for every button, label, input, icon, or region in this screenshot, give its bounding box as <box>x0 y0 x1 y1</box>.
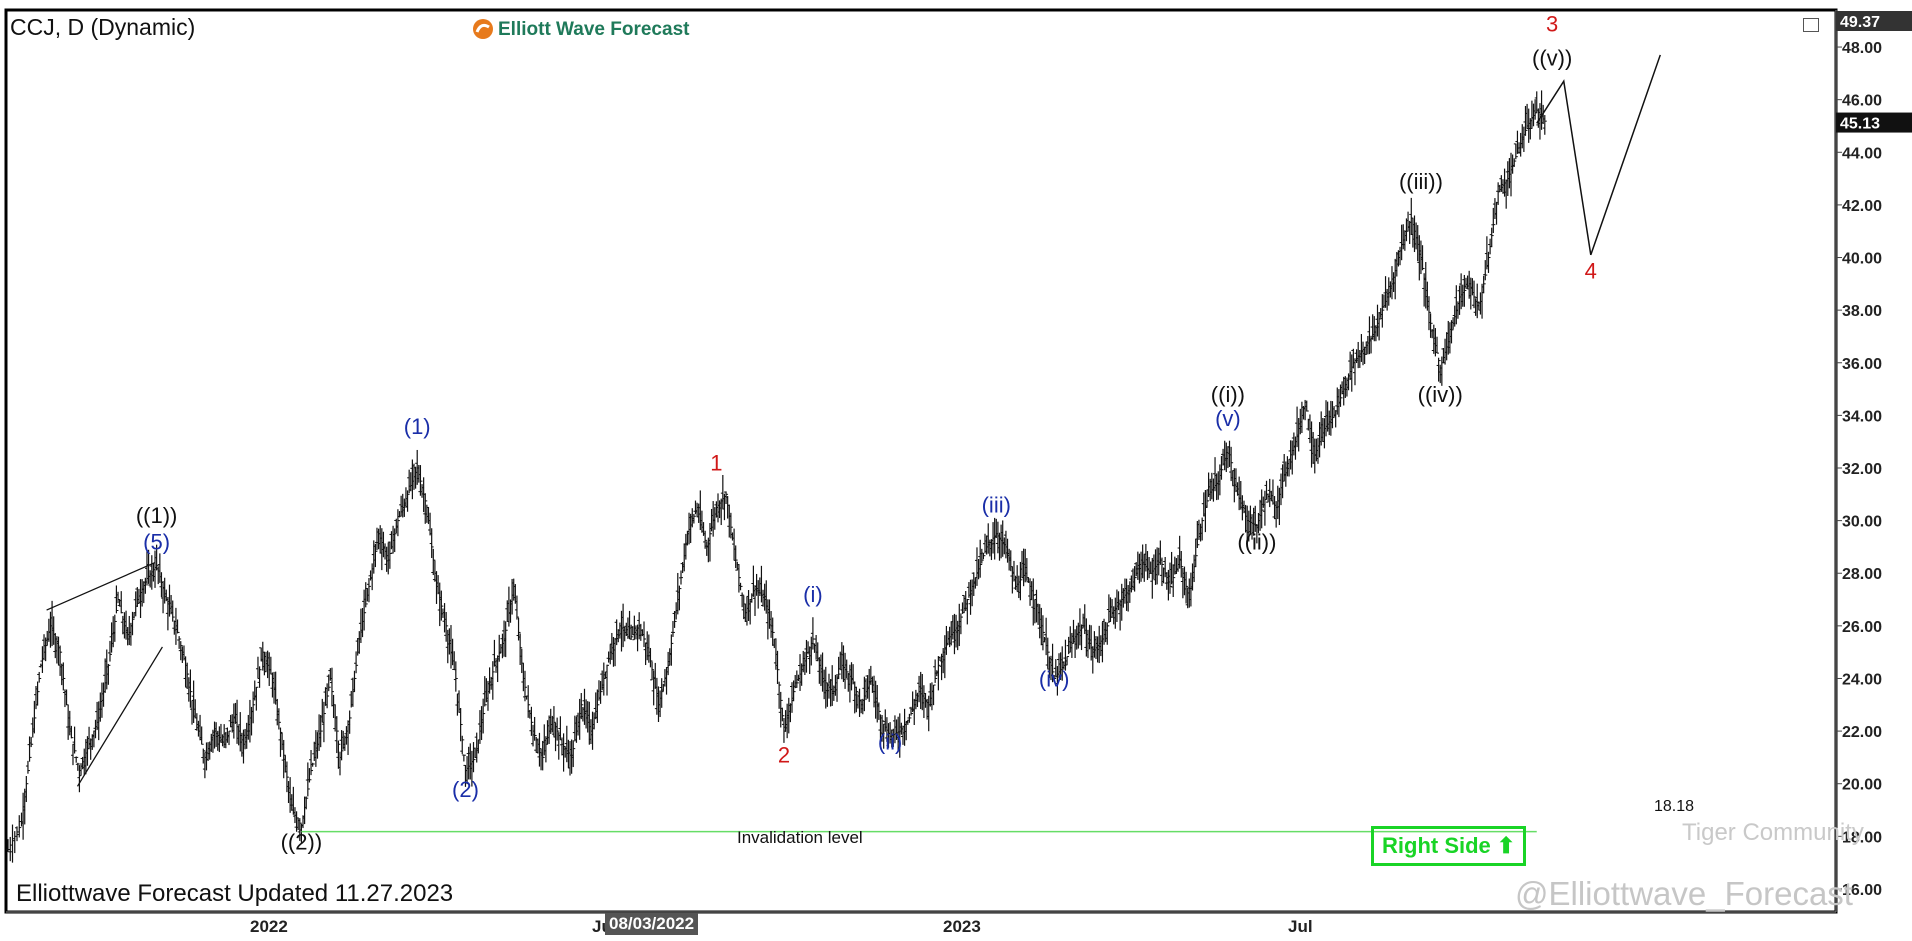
y-tick-label: 24.00 <box>1842 671 1882 688</box>
y-tick-label: 40.00 <box>1842 251 1882 268</box>
wedge-upper-line <box>46 562 155 611</box>
tiger-community-watermark: Tiger Community <box>1682 819 1864 846</box>
chart-frame <box>4 8 1838 914</box>
y-tick-label: 48.00 <box>1842 40 1882 57</box>
wave-label: 2 <box>778 743 790 768</box>
wave-label: (iv) <box>1039 666 1070 691</box>
y-tick-label: 18.00 <box>1842 829 1882 846</box>
invalidation-value-label: 18.18 <box>1654 798 1695 815</box>
wave-label: ((1)) <box>136 503 178 528</box>
wave-label: ((iii)) <box>1399 169 1443 194</box>
wave-label: ((2)) <box>281 829 323 854</box>
y-tick-label: 44.00 <box>1842 145 1882 162</box>
y-tick-label: 46.00 <box>1842 93 1882 110</box>
wave-label: 1 <box>710 451 722 476</box>
wave-label: (ii) <box>878 730 902 755</box>
projection-path <box>1536 54 1661 256</box>
crosshair-date-label: 08/03/2022 <box>605 913 699 935</box>
symbol-title: CCJ, D (Dynamic) <box>10 14 196 40</box>
elliott-wave-logo-icon <box>473 19 493 39</box>
wave-label: (1) <box>404 414 431 439</box>
wave-label: ((i)) <box>1211 382 1245 407</box>
top-price-label: 49.37 <box>1840 14 1880 31</box>
brand-watermark: @Elliottwave_Forecast <box>1515 875 1853 912</box>
x-tick-label: 2023 <box>943 917 981 936</box>
brand-name: Elliott Wave Forecast <box>498 19 690 40</box>
invalidation-label: Invalidation level <box>737 828 863 847</box>
chart-settings-icon[interactable] <box>1803 18 1819 32</box>
y-tick-label: 32.00 <box>1842 461 1882 478</box>
y-tick-label: 30.00 <box>1842 514 1882 531</box>
x-tick-label: Jul <box>1288 917 1313 936</box>
wave-label: ((ii)) <box>1237 530 1276 555</box>
y-tick-label: 22.00 <box>1842 724 1882 741</box>
y-tick-label: 38.00 <box>1842 303 1882 320</box>
update-note: Elliottwave Forecast Updated 11.27.2023 <box>16 880 454 907</box>
y-tick-label: 16.00 <box>1842 882 1882 899</box>
wave-label: ((iv)) <box>1418 382 1463 407</box>
wave-label: (v) <box>1215 406 1241 431</box>
x-tick-label: 2022 <box>250 917 288 936</box>
last-price-label: 45.13 <box>1840 116 1880 133</box>
y-tick-label: 20.00 <box>1842 777 1882 794</box>
right-side-badge-label: Right Side <box>1382 833 1491 858</box>
wave-label: 4 <box>1585 259 1597 284</box>
wedge-lower-line <box>76 646 163 787</box>
y-tick-label: 28.00 <box>1842 566 1882 583</box>
y-tick-label: 42.00 <box>1842 198 1882 215</box>
wave-label: ((v)) <box>1532 45 1572 70</box>
arrow-up-icon: ⬆ <box>1496 833 1516 858</box>
wave-label: 3 <box>1546 11 1558 36</box>
wave-label: (iii) <box>982 493 1011 518</box>
last-price-box <box>1836 112 1912 133</box>
y-tick-label: 34.00 <box>1842 408 1882 425</box>
wave-label: (i) <box>803 582 823 607</box>
y-tick-label: 26.00 <box>1842 619 1882 636</box>
top-price-box <box>1836 11 1912 31</box>
wave-label: (2) <box>452 777 479 802</box>
right-side-badge: Right Side ⬆ <box>1371 826 1527 866</box>
y-tick-label: 36.00 <box>1842 356 1882 373</box>
wave-label: (5) <box>143 530 170 555</box>
